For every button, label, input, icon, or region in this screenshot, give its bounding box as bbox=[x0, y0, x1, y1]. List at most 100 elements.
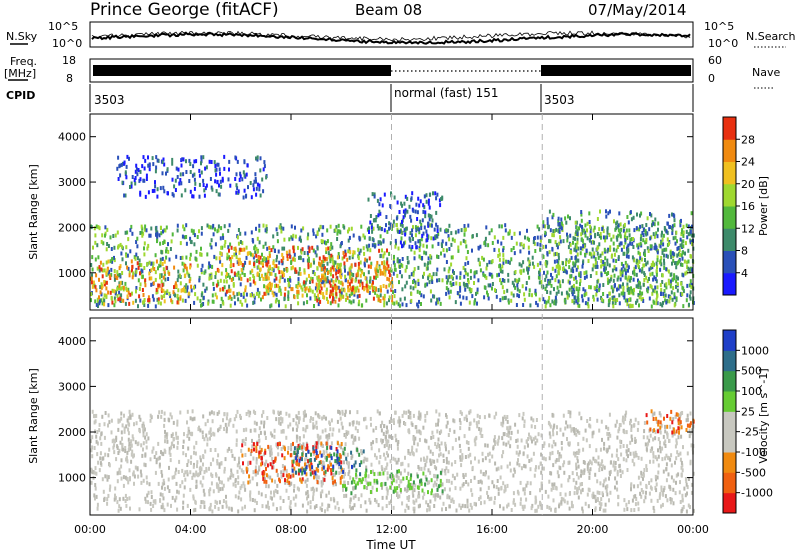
echo-cell bbox=[240, 497, 243, 502]
echo-cell bbox=[214, 275, 217, 279]
echo-cell bbox=[503, 414, 506, 419]
echo-cell bbox=[488, 231, 491, 236]
echo-cell bbox=[113, 289, 116, 294]
echo-cell bbox=[655, 231, 658, 236]
echo-cell bbox=[140, 268, 143, 273]
echo-cell bbox=[179, 241, 182, 246]
echo-cell bbox=[159, 301, 162, 306]
echo-cell bbox=[473, 418, 476, 423]
echo-cell bbox=[548, 281, 551, 286]
echo-cell bbox=[445, 466, 448, 471]
echo-cell bbox=[552, 233, 555, 238]
echo-cell bbox=[126, 459, 129, 464]
echo-cell bbox=[554, 442, 557, 447]
echo-cell bbox=[265, 285, 268, 290]
echo-cell bbox=[107, 244, 110, 248]
echo-cell bbox=[172, 290, 175, 295]
echo-cell bbox=[447, 269, 450, 274]
echo-cell bbox=[486, 490, 489, 495]
echo-cell bbox=[448, 504, 451, 509]
echo-cell bbox=[129, 414, 132, 419]
echo-cell bbox=[559, 235, 562, 240]
echo-cell bbox=[193, 233, 196, 238]
echo-cell bbox=[297, 301, 300, 306]
echo-cell bbox=[347, 279, 350, 284]
echo-cell bbox=[276, 473, 279, 478]
echo-cell bbox=[249, 452, 252, 457]
echo-cell bbox=[372, 280, 374, 285]
echo-cell bbox=[437, 255, 440, 259]
echo-cell bbox=[202, 414, 205, 419]
echo-cell bbox=[579, 282, 581, 287]
echo-cell bbox=[354, 287, 356, 292]
echo-cell bbox=[435, 222, 438, 227]
echo-cell bbox=[404, 268, 407, 273]
echo-cell bbox=[663, 261, 666, 266]
echo-cell bbox=[118, 290, 121, 295]
echo-cell bbox=[544, 304, 547, 309]
echo-cell bbox=[235, 255, 238, 260]
echo-cell bbox=[594, 472, 597, 477]
echo-cell bbox=[504, 295, 507, 300]
echo-cell bbox=[545, 244, 547, 249]
echo-cell bbox=[147, 500, 149, 505]
echo-cell bbox=[116, 444, 119, 449]
echo-cell bbox=[426, 233, 429, 238]
echo-cell bbox=[344, 442, 347, 447]
echo-cell bbox=[124, 449, 127, 453]
echo-cell bbox=[229, 303, 232, 308]
echo-cell bbox=[259, 193, 262, 198]
echo-cell bbox=[552, 212, 555, 217]
echo-cell bbox=[339, 263, 342, 268]
echo-cell bbox=[246, 278, 249, 283]
echo-cell bbox=[574, 242, 577, 247]
echo-cell bbox=[431, 218, 434, 223]
echo-cell bbox=[127, 287, 130, 292]
echo-cell bbox=[575, 245, 578, 250]
echo-cell bbox=[188, 158, 191, 163]
echo-cell bbox=[243, 247, 246, 252]
echo-cell bbox=[111, 257, 114, 261]
echo-cell bbox=[530, 424, 533, 429]
echo-cell bbox=[549, 228, 552, 233]
echo-cell bbox=[535, 465, 537, 470]
echo-cell bbox=[602, 299, 605, 304]
echo-cell bbox=[445, 275, 448, 280]
echo-cell bbox=[150, 495, 153, 499]
echo-cell bbox=[114, 299, 117, 304]
echo-cell bbox=[221, 233, 224, 238]
echo-cell bbox=[137, 265, 140, 270]
y-tick-label: 1000 bbox=[58, 267, 86, 280]
echo-cell bbox=[624, 413, 627, 418]
echo-cell bbox=[232, 423, 235, 428]
echo-cell bbox=[191, 194, 194, 199]
station-title: Prince George (fitACF) bbox=[90, 0, 279, 20]
echo-cell bbox=[536, 438, 539, 443]
echo-cell bbox=[656, 258, 659, 262]
echo-cell bbox=[356, 429, 359, 433]
echo-cell bbox=[408, 428, 410, 433]
echo-cell bbox=[671, 251, 674, 256]
echo-cell bbox=[610, 274, 613, 279]
echo-cell bbox=[426, 263, 429, 268]
echo-cell bbox=[400, 262, 403, 267]
echo-cell bbox=[430, 214, 433, 219]
echo-cell bbox=[214, 164, 217, 168]
echo-cell bbox=[510, 291, 513, 296]
echo-cell bbox=[261, 413, 263, 418]
echo-cell bbox=[462, 482, 465, 487]
echo-cell bbox=[321, 267, 324, 271]
echo-cell bbox=[258, 426, 261, 431]
echo-cell bbox=[104, 452, 107, 457]
echo-cell bbox=[616, 220, 619, 225]
echo-cell bbox=[162, 275, 165, 280]
echo-cell bbox=[455, 508, 458, 513]
echo-cell bbox=[418, 254, 421, 259]
echo-cell bbox=[487, 243, 490, 248]
echo-cell bbox=[557, 260, 560, 265]
echo-cell bbox=[655, 261, 658, 266]
echo-cell bbox=[683, 259, 686, 264]
echo-cell bbox=[458, 282, 461, 286]
echo-cell bbox=[222, 301, 225, 306]
echo-cell bbox=[233, 247, 236, 251]
